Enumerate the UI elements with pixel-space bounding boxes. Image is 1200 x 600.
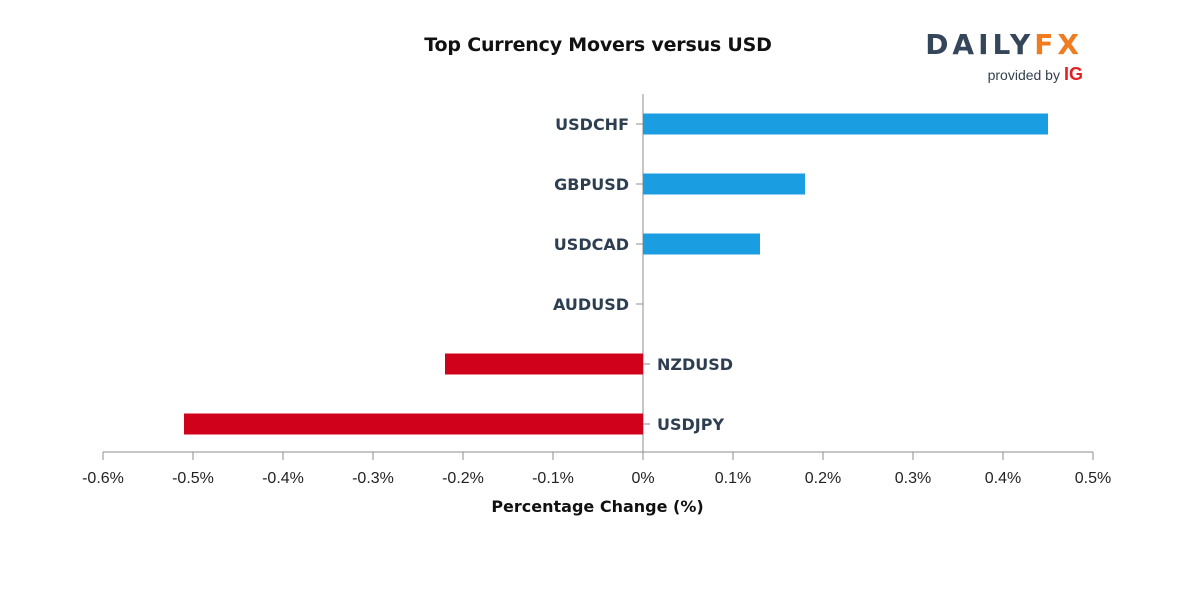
category-label: GBPUSD — [554, 175, 629, 194]
bar-nzdusd — [445, 353, 643, 375]
category-label: NZDUSD — [657, 355, 733, 374]
x-tick-label: 0.4% — [985, 470, 1021, 487]
x-axis-title: Percentage Change (%) — [491, 497, 704, 516]
x-tick-label: -0.3% — [352, 470, 394, 487]
x-tick-label: -0.6% — [82, 470, 124, 487]
x-tick-label: 0.3% — [895, 470, 931, 487]
bar-gbpusd — [643, 173, 805, 195]
logo-wordmark: DAILYFX — [925, 28, 1083, 61]
logo-daily-text: DAILY — [925, 28, 1035, 61]
x-tick-label: -0.4% — [262, 470, 304, 487]
dailyfx-logo: DAILYFX provided by IG — [925, 28, 1095, 88]
x-tick-label: -0.1% — [532, 470, 574, 487]
chart-title: Top Currency Movers versus USD — [424, 34, 772, 56]
x-tick-label: 0.1% — [715, 470, 751, 487]
category-label: USDCHF — [555, 115, 629, 134]
x-tick-label: -0.5% — [172, 470, 214, 487]
category-label: AUDUSD — [553, 295, 629, 314]
logo-provided-by: provided by IG — [988, 64, 1083, 85]
provided-by-text: provided by — [987, 67, 1060, 83]
ig-brand-text: IG — [1063, 64, 1083, 84]
bar-usdcad — [643, 233, 760, 255]
x-tick-label: -0.2% — [442, 470, 484, 487]
category-label: USDJPY — [657, 415, 724, 434]
x-tick-label: 0.5% — [1075, 470, 1111, 487]
category-label: USDCAD — [554, 235, 629, 254]
bar-usdchf — [643, 113, 1048, 135]
logo-fx-text: FX — [1034, 28, 1083, 61]
x-tick-label: 0% — [631, 470, 654, 487]
x-tick-label: 0.2% — [805, 470, 841, 487]
bar-usdjpy — [184, 413, 643, 435]
